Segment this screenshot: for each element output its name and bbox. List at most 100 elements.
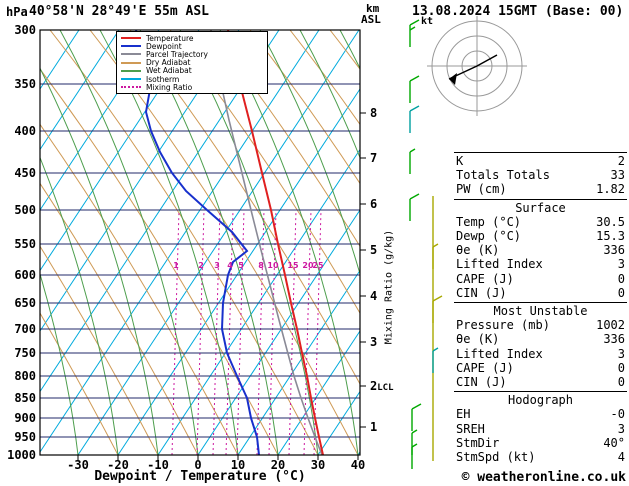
pressure-tick-label: 600	[14, 268, 36, 282]
pressure-tick-label: 800	[14, 369, 36, 383]
mixing-ratio-value-label: 15	[287, 261, 299, 270]
panel-row-label: Temp (°C)	[456, 214, 522, 229]
km-tick-label: 5	[370, 243, 378, 257]
panel-row: PW (cm) 1.82	[456, 182, 625, 196]
panel-row: SREH 3	[456, 422, 625, 436]
legend-item: Isotherm	[121, 74, 263, 84]
panel-row-label: Lifted Index	[456, 257, 543, 272]
altitude-axis-unit-asl: ASL	[361, 13, 381, 26]
panel-row-label: K	[456, 154, 464, 168]
panel-row-value: -0	[610, 407, 625, 422]
legend-swatch	[121, 69, 141, 72]
temp-tick-label: -10	[147, 458, 169, 472]
legend-swatch	[121, 61, 141, 64]
pressure-gridlines	[40, 83, 360, 455]
mixing-ratio-value-label: 1	[173, 261, 179, 270]
panel-row: EH -0	[456, 407, 625, 421]
panel-row-label: Lifted Index	[456, 346, 543, 361]
temperature-curve	[227, 30, 324, 455]
panel-section-title: Surface	[515, 200, 566, 215]
panel-row: θe (K) 336	[456, 332, 625, 346]
panel-row-value: 1.82	[596, 182, 625, 197]
legend-label: Isotherm	[146, 74, 180, 84]
panel-row-label: Pressure (mb)	[456, 318, 550, 333]
panel-row-value: 0	[617, 375, 625, 390]
hodograph	[427, 16, 527, 116]
panel-row: Lifted Index 3	[456, 347, 625, 361]
pressure-axis-unit: hPa	[6, 5, 28, 19]
temp-tick-label: 40	[350, 458, 366, 472]
mixing-ratio-value-label: 20	[302, 261, 314, 270]
legend-item: Temperature	[121, 33, 263, 43]
temp-axis-ticks	[77, 455, 359, 460]
pressure-tick-label: 650	[14, 296, 36, 310]
plot-border	[39, 29, 361, 456]
km-tick-label: 2LCL	[370, 379, 394, 393]
panel-row-label: θe (K)	[456, 243, 500, 258]
panel-row: StmDir 40°	[456, 436, 625, 450]
legend: Temperature Dewpoint Parcel Trajectory Dry …	[116, 31, 268, 95]
wet-adiabat-lines	[40, 30, 360, 455]
pressure-tick-label: 700	[14, 322, 36, 336]
pressure-tick-label: 350	[14, 77, 36, 91]
km-axis-ticks	[360, 112, 366, 428]
panel-row-value: 4	[617, 450, 625, 465]
panel-section-title: Hodograph	[507, 393, 574, 408]
temp-tick-label: -20	[107, 458, 129, 472]
panel-section: Hodograph EH -0 SREH 3 StmDir 40° StmSpd (kt) 4	[454, 391, 627, 466]
temp-tick-label: 0	[194, 458, 202, 472]
x-axis-label: Dewpoint / Temperature (°C)	[94, 469, 306, 484]
mixing-ratio-value-label: 8	[258, 261, 264, 270]
legend-swatch	[121, 53, 141, 56]
legend-item: Dewpoint	[121, 41, 263, 51]
panel-row: Temp (°C) 30.5	[456, 215, 625, 229]
pressure-tick-label: 500	[14, 203, 36, 217]
legend-swatch	[121, 86, 141, 89]
km-tick-label: 8	[370, 106, 378, 120]
km-tick-label: 7	[370, 151, 378, 165]
panel-row-label: CIN (J)	[456, 375, 507, 390]
panel-row: CIN (J) 0	[456, 286, 625, 300]
wind-barb	[432, 347, 439, 373]
temp-tick-label: 30	[310, 458, 326, 472]
panel-row-value: 3	[617, 257, 625, 272]
wind-barb	[432, 295, 443, 323]
wind-barb	[411, 403, 422, 431]
km-tick-label: 6	[370, 197, 378, 211]
legend-label: Dry Adiabat	[146, 58, 191, 68]
panel-row: Totals Totals 33	[456, 168, 625, 182]
temp-tick-label: 10	[230, 458, 246, 472]
panel-row-value: 40°	[603, 435, 625, 450]
legend-label: Temperature	[146, 33, 194, 43]
pressure-tick-label: 550	[14, 237, 36, 251]
panel-row-label: SREH	[456, 421, 485, 436]
lcl-label: LCL	[377, 383, 394, 393]
legend-swatch	[121, 78, 141, 81]
legend-label: Dewpoint	[146, 41, 182, 51]
panel-row-label: CAPE (J)	[456, 271, 514, 286]
panel-row: θe (K) 336	[456, 243, 625, 257]
mixing-ratio-axis-label: Mixing Ratio (g/kg)	[383, 229, 395, 345]
panel-row: Dewp (°C) 15.3	[456, 229, 625, 243]
panel-row-value: 15.3	[596, 229, 625, 244]
legend-item: Dry Adiabat	[121, 58, 263, 68]
mixing-ratio-value-label: 3	[214, 261, 220, 270]
pressure-tick-label: 750	[14, 346, 36, 360]
panel-row: Lifted Index 3	[456, 257, 625, 271]
hodograph-unit-label: kt	[421, 16, 434, 27]
datetime-title: 13.08.2024 15GMT (Base: 00)	[412, 4, 624, 19]
km-tick-label: 1	[370, 420, 378, 434]
mixing-ratio-value-label: 4	[227, 261, 233, 270]
pressure-tick-label: 1000	[7, 448, 36, 462]
legend-label: Parcel Trajectory	[146, 49, 208, 59]
km-tick-label: 4	[370, 289, 378, 303]
hodograph-ring	[461, 50, 493, 82]
panel-row-value: 336	[603, 332, 625, 347]
panel-row-value: 0	[617, 360, 625, 375]
wind-barb	[409, 75, 420, 103]
wind-barb	[432, 243, 439, 269]
pressure-tick-label: 300	[14, 23, 36, 37]
panel-row: StmSpd (kt) 4	[456, 450, 625, 464]
km-tick-label: 3	[370, 335, 378, 349]
